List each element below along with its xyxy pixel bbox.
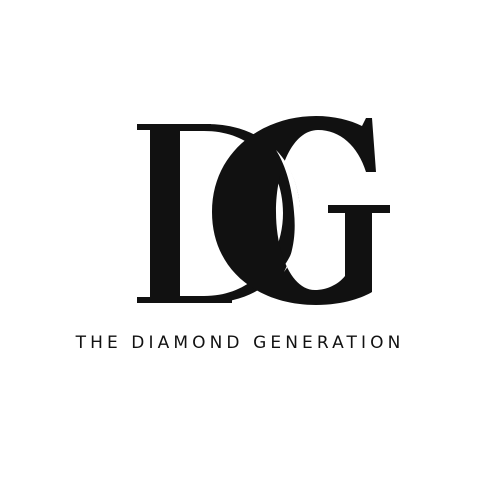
brand-tagline: THE DIAMOND GENERATION — [75, 333, 405, 353]
letter-g-shape — [212, 116, 390, 305]
letter-d-shape — [137, 124, 300, 303]
